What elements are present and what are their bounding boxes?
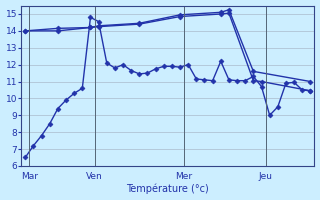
X-axis label: Température (°c): Température (°c)	[126, 184, 209, 194]
